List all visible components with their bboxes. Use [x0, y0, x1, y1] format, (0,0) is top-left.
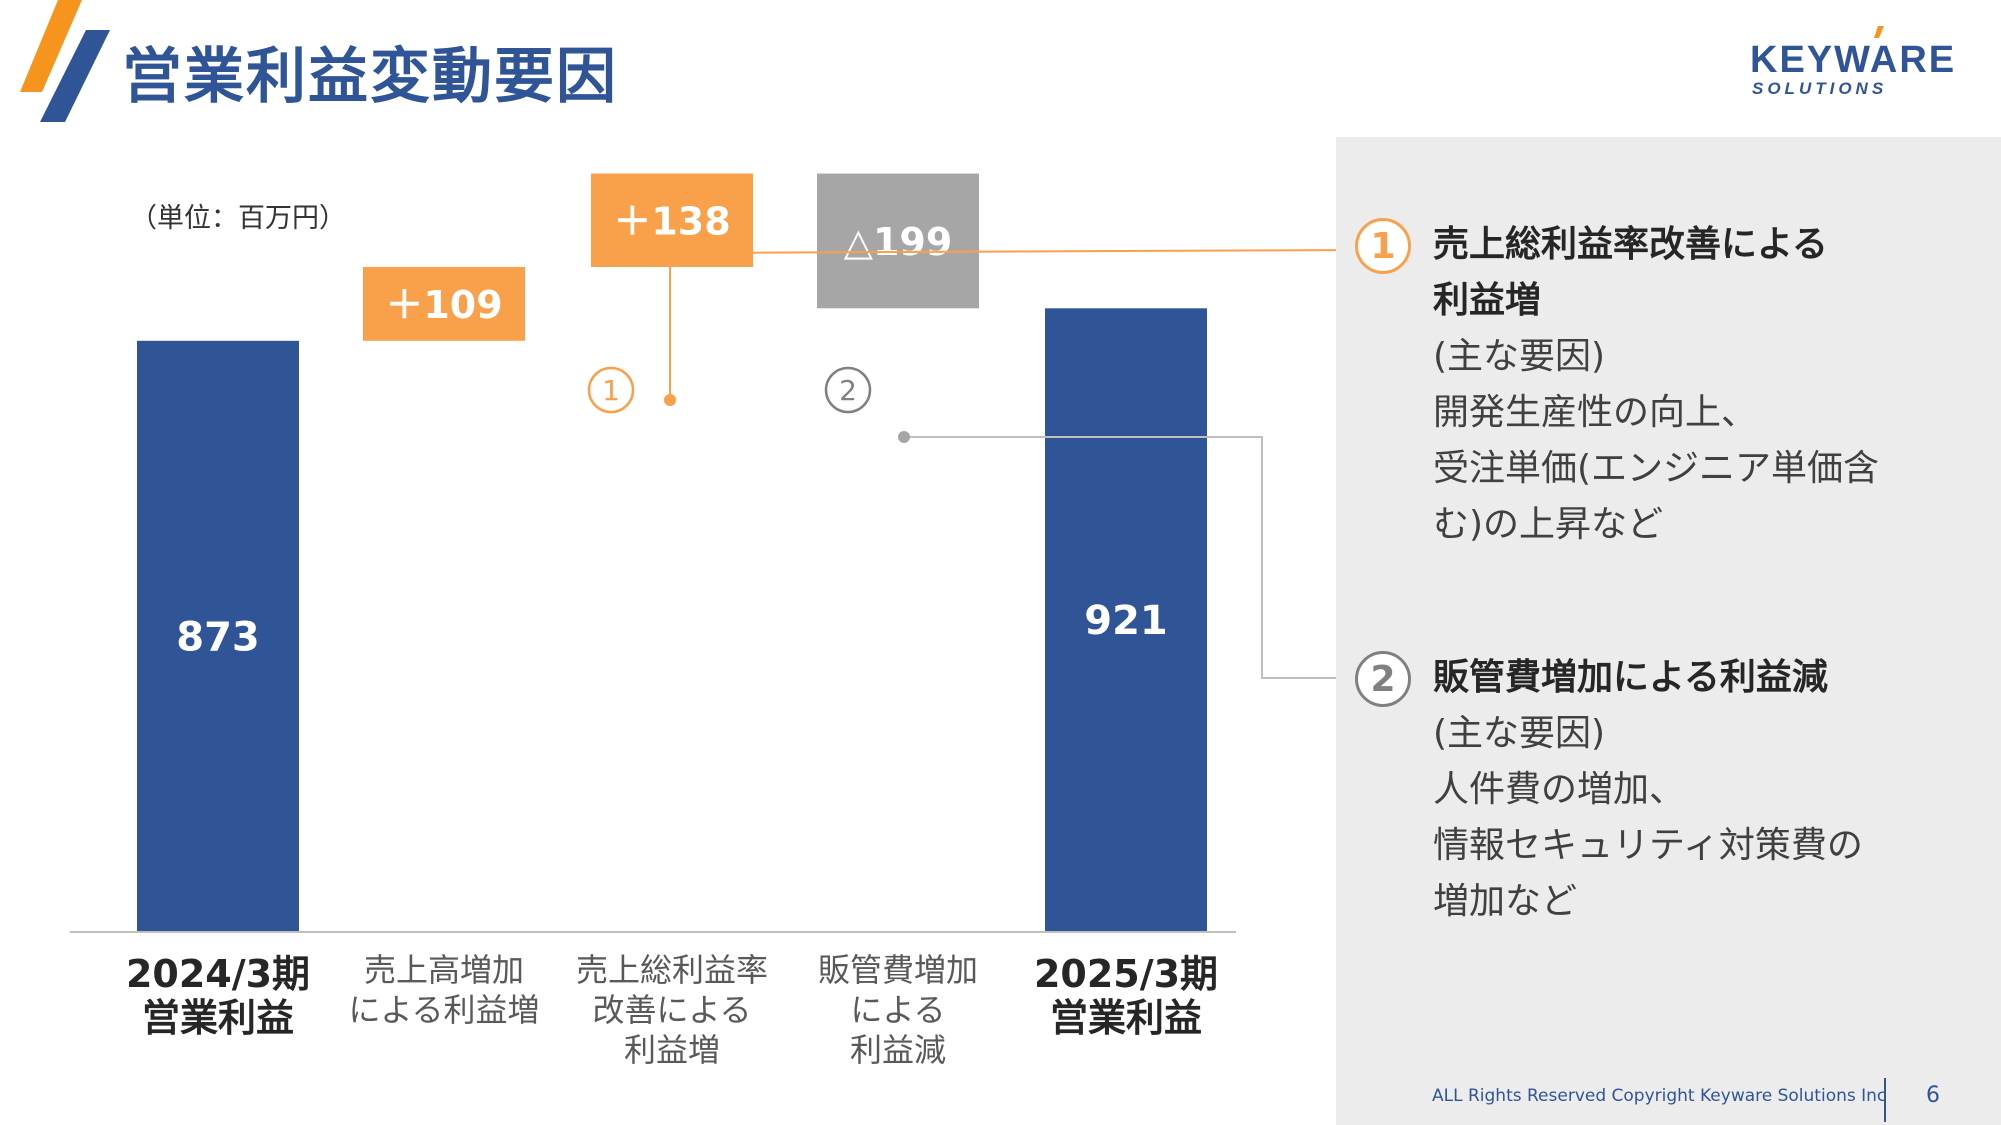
category-label-3: 売上総利益率 改善による 利益増 — [575, 951, 768, 1069]
factor-number-2: 2 — [1355, 651, 1411, 707]
factor-panel — [1336, 137, 2001, 1125]
connector-line-2 — [904, 436, 1336, 679]
factor-heading-1: 売上総利益率改善による 利益増 — [1433, 224, 1828, 321]
chart-callout-number-2: 2 — [839, 374, 857, 407]
connector-dot-1 — [664, 394, 676, 406]
data-label-3: ＋138 — [613, 199, 730, 243]
category-label-5: 2025/3期 営業利益 — [1033, 952, 1219, 1040]
factor-body-2: (主な要因) 人件費の増加、 情報セキュリティ対策費の 増加など — [1433, 713, 1863, 922]
chart-callout-circle-2 — [824, 366, 872, 414]
bar-5 — [1045, 308, 1207, 932]
connector-line-1 — [669, 249, 1336, 400]
data-label-2: ＋109 — [385, 283, 502, 327]
unit-label: （単位：百万円） — [130, 203, 346, 234]
footer-separator — [1884, 1078, 1886, 1122]
bar-3 — [591, 173, 753, 267]
category-label-4: 販管費増加 による 利益減 — [817, 951, 978, 1069]
bar-2 — [363, 266, 525, 341]
title-stripes — [20, 0, 110, 122]
data-label-5: 921 — [1084, 598, 1168, 644]
bar-4 — [817, 173, 979, 309]
page-number: 6 — [1926, 1083, 1940, 1108]
factor-heading-2: 販管費増加による利益減 — [1433, 657, 1828, 698]
factor-number-1: 1 — [1355, 218, 1411, 274]
data-label-1: 873 — [176, 614, 260, 660]
waterfall-chart: 873 ＋109 ＋138 △199 921 1 2 — [70, 173, 1336, 933]
category-label-1: 2024/3期 営業利益 — [125, 952, 311, 1040]
chart-callout-circle-1 — [587, 366, 635, 414]
logo-sub-text: SOLUTIONS — [1752, 79, 1887, 98]
logo-accent — [1874, 26, 1884, 38]
chart-callout-number-1: 1 — [602, 374, 620, 407]
bar-1 — [137, 340, 299, 932]
logo-main-text: KEYWARE — [1750, 39, 1956, 81]
category-label-2: 売上高増加 による利益増 — [348, 951, 540, 1029]
copyright-text: ALL Rights Reserved Copyright Keyware So… — [1432, 1086, 1887, 1106]
factor-body-1: (主な要因) 開発生産性の向上、 受注単価(エンジニア単価含 む)の上昇など — [1433, 336, 1880, 545]
company-logo: KEYWARE SOLUTIONS — [1750, 26, 1956, 98]
data-label-4: △199 — [844, 220, 953, 264]
connector-dot-2 — [898, 431, 910, 443]
page-title: 営業利益変動要因 — [122, 42, 618, 112]
